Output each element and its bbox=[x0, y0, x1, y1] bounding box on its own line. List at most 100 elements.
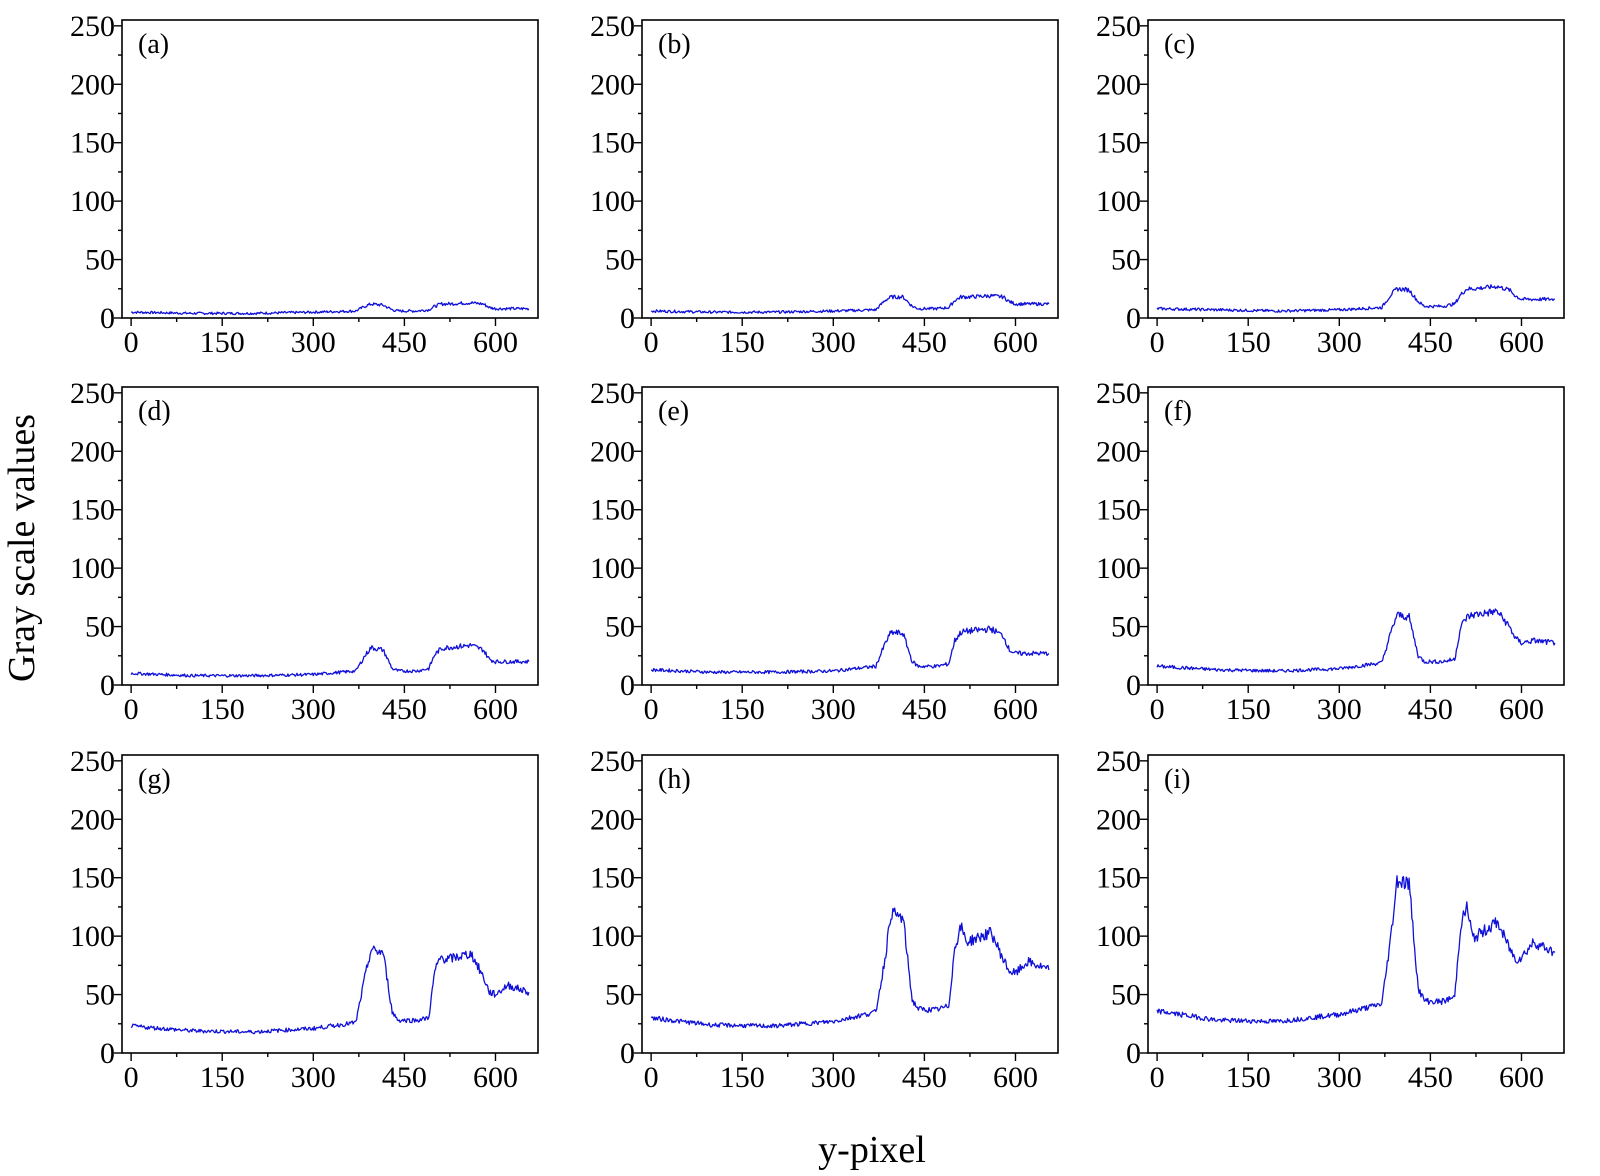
x-tick-label: 300 bbox=[811, 1061, 856, 1094]
y-tick-label: 150 bbox=[70, 127, 115, 160]
x-tick-label: 450 bbox=[382, 1061, 427, 1094]
x-tick-label: 150 bbox=[720, 1061, 765, 1094]
panel-c: 0 50 100 150 200 250 0 150 300 450 600 (c) bbox=[1096, 10, 1565, 359]
y-tick-label: 50 bbox=[85, 979, 115, 1012]
y-tick-label: 200 bbox=[590, 68, 635, 101]
x-tick-label: 150 bbox=[720, 326, 765, 359]
x-tick-label: 150 bbox=[1226, 1061, 1271, 1094]
x-tick-label: 450 bbox=[1408, 326, 1453, 359]
y-tick-label: 150 bbox=[590, 494, 635, 527]
x-tick-label: 600 bbox=[1499, 326, 1544, 359]
y-tick-label: 200 bbox=[70, 803, 115, 836]
panel-label: (f) bbox=[1164, 396, 1192, 427]
x-tick-label: 150 bbox=[1226, 326, 1271, 359]
y-tick-label: 250 bbox=[590, 745, 635, 778]
x-tick-label: 450 bbox=[1408, 693, 1453, 726]
x-tick-label: 450 bbox=[382, 693, 427, 726]
y-tick-label: 200 bbox=[590, 435, 635, 468]
y-tick-label: 250 bbox=[590, 10, 635, 43]
y-tick-label: 200 bbox=[1096, 68, 1141, 101]
x-tick-label: 300 bbox=[291, 1061, 336, 1094]
x-tick-label: 450 bbox=[1408, 1061, 1453, 1094]
y-tick-label: 150 bbox=[1096, 862, 1141, 895]
y-tick-label: 50 bbox=[605, 611, 635, 644]
x-tick-label: 600 bbox=[993, 1061, 1038, 1094]
y-tick-label: 150 bbox=[70, 494, 115, 527]
y-tick-label: 0 bbox=[620, 302, 635, 335]
panel-i: 0 50 100 150 200 250 0 150 300 450 600 (i) bbox=[1096, 745, 1565, 1094]
y-tick-label: 0 bbox=[100, 302, 115, 335]
plot-frame bbox=[1147, 386, 1565, 686]
x-tick-label: 150 bbox=[200, 326, 245, 359]
y-tick-label: 50 bbox=[1111, 979, 1141, 1012]
x-tick-label: 300 bbox=[811, 326, 856, 359]
x-tick-label: 150 bbox=[1226, 693, 1271, 726]
panel-g: 0 50 100 150 200 250 0 150 300 450 600 (g) bbox=[70, 745, 539, 1094]
panel-label: (a) bbox=[138, 29, 169, 60]
plot-frame bbox=[121, 754, 539, 1054]
y-tick-label: 200 bbox=[70, 68, 115, 101]
y-tick-label: 150 bbox=[1096, 127, 1141, 160]
series-line bbox=[130, 301, 530, 316]
y-tick-label: 0 bbox=[1126, 302, 1141, 335]
plot-frame bbox=[1147, 19, 1565, 319]
series-line bbox=[650, 907, 1050, 1029]
y-tick-label: 50 bbox=[605, 979, 635, 1012]
x-tick-label: 300 bbox=[1317, 326, 1362, 359]
x-tick-label: 0 bbox=[1150, 1061, 1165, 1094]
plot-frame bbox=[1147, 754, 1565, 1054]
x-tick-label: 300 bbox=[1317, 1061, 1362, 1094]
x-tick-label: 600 bbox=[473, 326, 518, 359]
y-tick-label: 250 bbox=[1096, 10, 1141, 43]
x-tick-label: 450 bbox=[902, 326, 947, 359]
y-tick-label: 250 bbox=[70, 377, 115, 410]
series-line bbox=[651, 625, 1050, 675]
y-tick-label: 100 bbox=[70, 920, 115, 953]
panel-label: (d) bbox=[138, 396, 171, 427]
x-tick-label: 600 bbox=[1499, 1061, 1544, 1094]
panel-label: (b) bbox=[658, 29, 691, 60]
x-tick-label: 300 bbox=[291, 693, 336, 726]
y-tick-label: 200 bbox=[70, 435, 115, 468]
panels: 0 50 100 150 200 250 0 150 300 450 600 (a) 0 50 100 150… bbox=[70, 10, 1565, 1094]
y-tick-label: 0 bbox=[620, 669, 635, 702]
plot-frame bbox=[641, 386, 1059, 686]
y-tick-label: 0 bbox=[100, 1037, 115, 1070]
panel-f: 0 50 100 150 200 250 0 150 300 450 600 (f) bbox=[1096, 377, 1565, 726]
series-line bbox=[650, 293, 1050, 315]
plot-frame bbox=[121, 19, 539, 319]
panel-d: 0 50 100 150 200 250 0 150 300 450 600 (d) bbox=[70, 377, 539, 726]
y-tick-label: 150 bbox=[70, 862, 115, 895]
y-tick-label: 0 bbox=[1126, 669, 1141, 702]
x-tick-label: 0 bbox=[1150, 326, 1165, 359]
x-tick-label: 300 bbox=[1317, 693, 1362, 726]
y-tick-label: 100 bbox=[1096, 920, 1141, 953]
x-tick-label: 150 bbox=[200, 693, 245, 726]
y-tick-label: 50 bbox=[85, 611, 115, 644]
y-tick-label: 100 bbox=[70, 185, 115, 218]
y-axis-title: Gray scale values bbox=[1, 414, 43, 682]
x-tick-label: 600 bbox=[993, 693, 1038, 726]
series-line bbox=[1156, 608, 1556, 673]
series-line bbox=[1156, 284, 1556, 313]
panel-h: 0 50 100 150 200 250 0 150 300 450 600 (h) bbox=[590, 745, 1059, 1094]
x-tick-label: 150 bbox=[720, 693, 765, 726]
series-line bbox=[1156, 875, 1556, 1024]
y-tick-label: 0 bbox=[100, 669, 115, 702]
x-tick-label: 0 bbox=[644, 1061, 659, 1094]
series-line bbox=[130, 945, 530, 1035]
y-tick-label: 150 bbox=[1096, 494, 1141, 527]
x-tick-label: 300 bbox=[811, 693, 856, 726]
y-tick-label: 250 bbox=[70, 745, 115, 778]
x-tick-label: 0 bbox=[1150, 693, 1165, 726]
panel-label: (h) bbox=[658, 764, 691, 795]
x-tick-label: 300 bbox=[291, 326, 336, 359]
y-tick-label: 250 bbox=[1096, 377, 1141, 410]
x-tick-label: 600 bbox=[473, 1061, 518, 1094]
y-tick-label: 200 bbox=[590, 803, 635, 836]
y-tick-label: 50 bbox=[1111, 611, 1141, 644]
panel-b: 0 50 100 150 200 250 0 150 300 450 600 (b) bbox=[590, 10, 1059, 359]
y-tick-label: 200 bbox=[1096, 803, 1141, 836]
x-tick-label: 0 bbox=[124, 693, 139, 726]
